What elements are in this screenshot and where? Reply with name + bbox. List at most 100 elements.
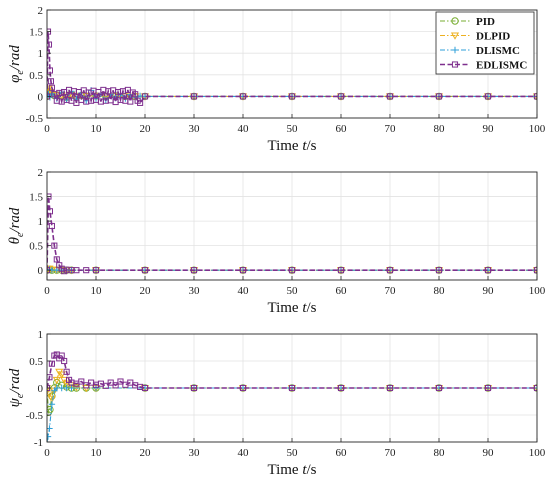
x-tick-label: 100 bbox=[529, 123, 546, 135]
y-tick-label: 0 bbox=[38, 383, 44, 395]
data-point bbox=[57, 371, 66, 379]
data-point bbox=[190, 384, 198, 392]
data-point bbox=[239, 93, 247, 100]
x-tick-label: 30 bbox=[189, 447, 201, 459]
y-tick-label: 0 bbox=[38, 91, 44, 103]
data-point bbox=[102, 382, 109, 389]
data-point bbox=[47, 433, 52, 440]
data-point bbox=[47, 41, 53, 48]
x-axis-label: Time t/s bbox=[267, 300, 316, 316]
x-tick-label: 20 bbox=[140, 285, 152, 297]
data-point bbox=[484, 93, 492, 100]
data-point bbox=[435, 93, 443, 100]
y-tick-label: -1 bbox=[34, 437, 43, 449]
legend-marker bbox=[451, 61, 459, 68]
data-point bbox=[288, 93, 296, 100]
data-point bbox=[337, 267, 345, 274]
data-point bbox=[48, 84, 55, 91]
x-tick-label: 80 bbox=[434, 447, 446, 459]
series-edlismc bbox=[47, 351, 537, 392]
x-tick-label: 50 bbox=[287, 447, 299, 459]
data-point bbox=[47, 395, 56, 404]
legend: PID DLPID DLISMC EDLISMC bbox=[435, 11, 535, 75]
y-tick-label: 2 bbox=[38, 167, 44, 179]
data-point bbox=[137, 99, 144, 106]
x-axis-label: Time t/s bbox=[267, 138, 316, 154]
x-tick-label: 50 bbox=[287, 123, 299, 135]
data-point bbox=[533, 384, 537, 392]
data-point bbox=[533, 267, 537, 274]
x-tick-label: 90 bbox=[483, 285, 495, 297]
legend-marker bbox=[451, 46, 459, 54]
y-tick-label: 2 bbox=[38, 5, 44, 17]
x-tick-label: 80 bbox=[434, 123, 446, 135]
y-axis-label: θe/rad bbox=[7, 207, 26, 244]
x-tick-label: 60 bbox=[336, 447, 348, 459]
x-tick-label: 10 bbox=[91, 123, 103, 135]
x-tick-label: 80 bbox=[434, 285, 446, 297]
y-tick-label: -0.5 bbox=[26, 410, 44, 422]
y-tick-label: 0.5 bbox=[29, 241, 43, 253]
data-point bbox=[288, 267, 296, 274]
x-tick-label: 90 bbox=[483, 123, 495, 135]
data-point bbox=[337, 384, 345, 392]
legend-marker bbox=[451, 17, 459, 25]
data-point bbox=[92, 384, 100, 392]
data-point bbox=[51, 242, 58, 249]
data-point bbox=[47, 193, 52, 200]
data-point bbox=[61, 357, 68, 365]
data-point bbox=[484, 267, 492, 274]
data-point bbox=[190, 93, 198, 100]
panel-1: 0 10 20 30 40 50 60 70 80 90 100-0.500.511.52Time … bbox=[7, 5, 546, 154]
x-tick-label: 40 bbox=[238, 123, 250, 135]
data-point bbox=[78, 378, 85, 385]
series-line bbox=[47, 196, 537, 273]
x-tick-label: 10 bbox=[91, 447, 103, 459]
data-point bbox=[47, 374, 53, 381]
x-axis-label: Time t/s bbox=[267, 462, 316, 478]
panel-2: 0 10 20 30 40 50 60 70 80 90 100 0 0.5 1 1.5 2 Time t/s θ… bbox=[7, 167, 546, 316]
y-tick-label: 1.5 bbox=[29, 192, 43, 204]
x-tick-label: 60 bbox=[336, 285, 348, 297]
legend-marker bbox=[450, 32, 460, 40]
data-point bbox=[484, 384, 492, 392]
data-point bbox=[533, 93, 537, 100]
y-tick-label: 1 bbox=[38, 48, 44, 60]
y-tick-label: 0 bbox=[38, 265, 44, 277]
y-tick-label: 0.5 bbox=[29, 356, 43, 368]
panel-3: 0 10 20 30 40 50 60 70 80 90 100 -1 -0.5 0 0.5 1 Time t/… bbox=[7, 329, 546, 478]
x-tick-label: 70 bbox=[385, 447, 397, 459]
data-point bbox=[48, 401, 56, 408]
data-point bbox=[337, 93, 345, 100]
data-point bbox=[386, 384, 394, 392]
data-point bbox=[83, 267, 90, 274]
x-tick-label: 50 bbox=[287, 285, 299, 297]
data-point bbox=[386, 93, 394, 100]
data-point bbox=[47, 85, 53, 93]
data-point bbox=[132, 91, 139, 98]
x-tick-label: 90 bbox=[483, 447, 495, 459]
x-tick-label: 70 bbox=[385, 285, 397, 297]
x-tick-label: 40 bbox=[238, 447, 250, 459]
y-axis-label: φe/rad bbox=[7, 45, 26, 83]
data-point bbox=[47, 405, 54, 414]
x-tick-label: 100 bbox=[529, 285, 546, 297]
data-point bbox=[141, 384, 149, 392]
data-point bbox=[239, 267, 247, 274]
data-point bbox=[48, 222, 55, 230]
legend-label-edlismc: EDLISMC bbox=[476, 60, 527, 72]
x-tick-label: 0 bbox=[44, 447, 50, 459]
x-tick-label: 100 bbox=[529, 447, 546, 459]
x-tick-label: 60 bbox=[336, 123, 348, 135]
data-point bbox=[435, 384, 443, 392]
y-tick-label: 0.5 bbox=[29, 70, 43, 82]
data-point bbox=[239, 384, 247, 392]
x-tick-label: 30 bbox=[189, 285, 201, 297]
data-point bbox=[53, 256, 60, 263]
y-tick-label: -0.5 bbox=[26, 113, 44, 125]
x-tick-label: 30 bbox=[189, 123, 201, 135]
legend-label-pid: PID bbox=[476, 16, 495, 28]
data-point bbox=[47, 78, 54, 85]
data-point bbox=[73, 267, 80, 274]
